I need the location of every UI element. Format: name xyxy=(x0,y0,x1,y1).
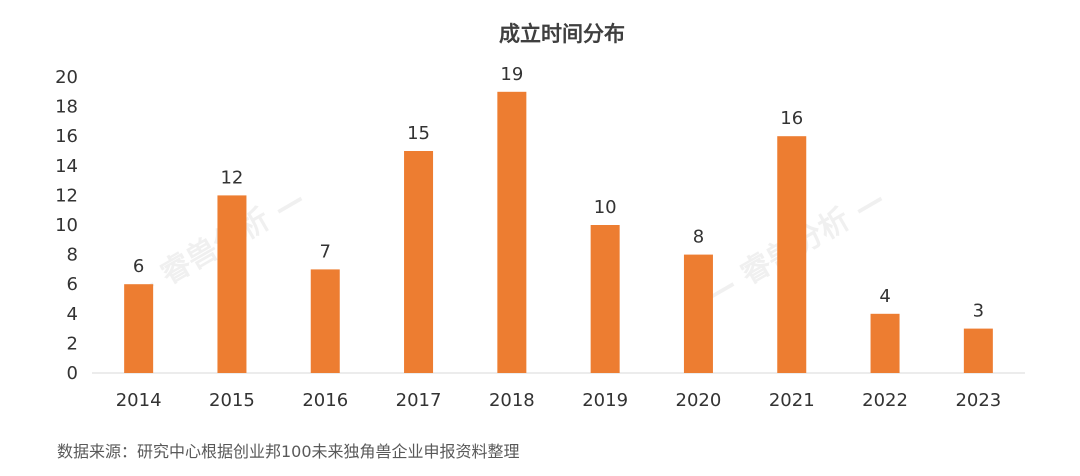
y-tick-label-20: 20 xyxy=(55,67,78,88)
data-labels-group: 6 12 7 15 19 10 8 16 4 3 xyxy=(133,64,984,322)
y-tick-label-6: 6 xyxy=(67,274,78,295)
chart-title: 成立时间分布 xyxy=(499,22,625,46)
y-tick-label-12: 12 xyxy=(55,185,78,206)
x-tick-label-2023: 2023 xyxy=(955,390,1001,411)
bar-2016 xyxy=(310,269,340,373)
x-tick-label-2022: 2022 xyxy=(862,390,908,411)
bar-2021 xyxy=(777,136,807,373)
y-tick-label-4: 4 xyxy=(67,304,78,325)
y-tick-label-0: 0 xyxy=(67,363,78,384)
y-tick-label-2: 2 xyxy=(67,333,78,354)
x-tick-label-2021: 2021 xyxy=(769,390,815,411)
x-tick-label-2018: 2018 xyxy=(489,390,535,411)
bar-2017 xyxy=(404,151,434,373)
data-label-2014: 6 xyxy=(133,256,144,277)
bar-2015 xyxy=(217,195,247,373)
y-tick-label-18: 18 xyxy=(55,97,78,118)
source-note: 数据来源：研究中心根据创业邦100未来独角兽企业申报资料整理 xyxy=(57,442,520,461)
x-tick-label-2015: 2015 xyxy=(209,390,255,411)
data-label-2023: 3 xyxy=(973,301,984,322)
x-axis: 2014 2015 2016 2017 2018 2019 2020 2021 2022 2023 xyxy=(116,390,1002,411)
data-label-2022: 4 xyxy=(879,286,890,307)
x-tick-label-2019: 2019 xyxy=(582,390,628,411)
data-label-2020: 8 xyxy=(693,227,704,248)
x-tick-label-2014: 2014 xyxy=(116,390,162,411)
data-label-2021: 16 xyxy=(780,108,803,129)
y-tick-label-8: 8 xyxy=(67,245,78,266)
bar-2014 xyxy=(124,284,154,373)
y-tick-label-16: 16 xyxy=(55,126,78,147)
y-tick-label-10: 10 xyxy=(55,215,78,236)
x-tick-label-2016: 2016 xyxy=(302,390,348,411)
data-label-2015: 12 xyxy=(220,167,243,188)
x-tick-label-2020: 2020 xyxy=(676,390,722,411)
x-tick-label-2017: 2017 xyxy=(396,390,442,411)
bar-2022 xyxy=(870,313,900,373)
y-tick-label-14: 14 xyxy=(55,156,78,177)
bars-group xyxy=(124,91,993,374)
bar-2019 xyxy=(590,225,620,373)
data-label-2016: 7 xyxy=(320,241,331,262)
data-label-2019: 10 xyxy=(594,197,617,218)
bar-2018 xyxy=(497,91,527,374)
y-axis: 0 2 4 6 8 10 12 14 16 18 20 xyxy=(55,67,78,384)
data-label-2017: 15 xyxy=(407,123,430,144)
bar-2023 xyxy=(963,328,993,373)
bar-2020 xyxy=(683,254,713,373)
data-label-2018: 19 xyxy=(500,64,523,85)
